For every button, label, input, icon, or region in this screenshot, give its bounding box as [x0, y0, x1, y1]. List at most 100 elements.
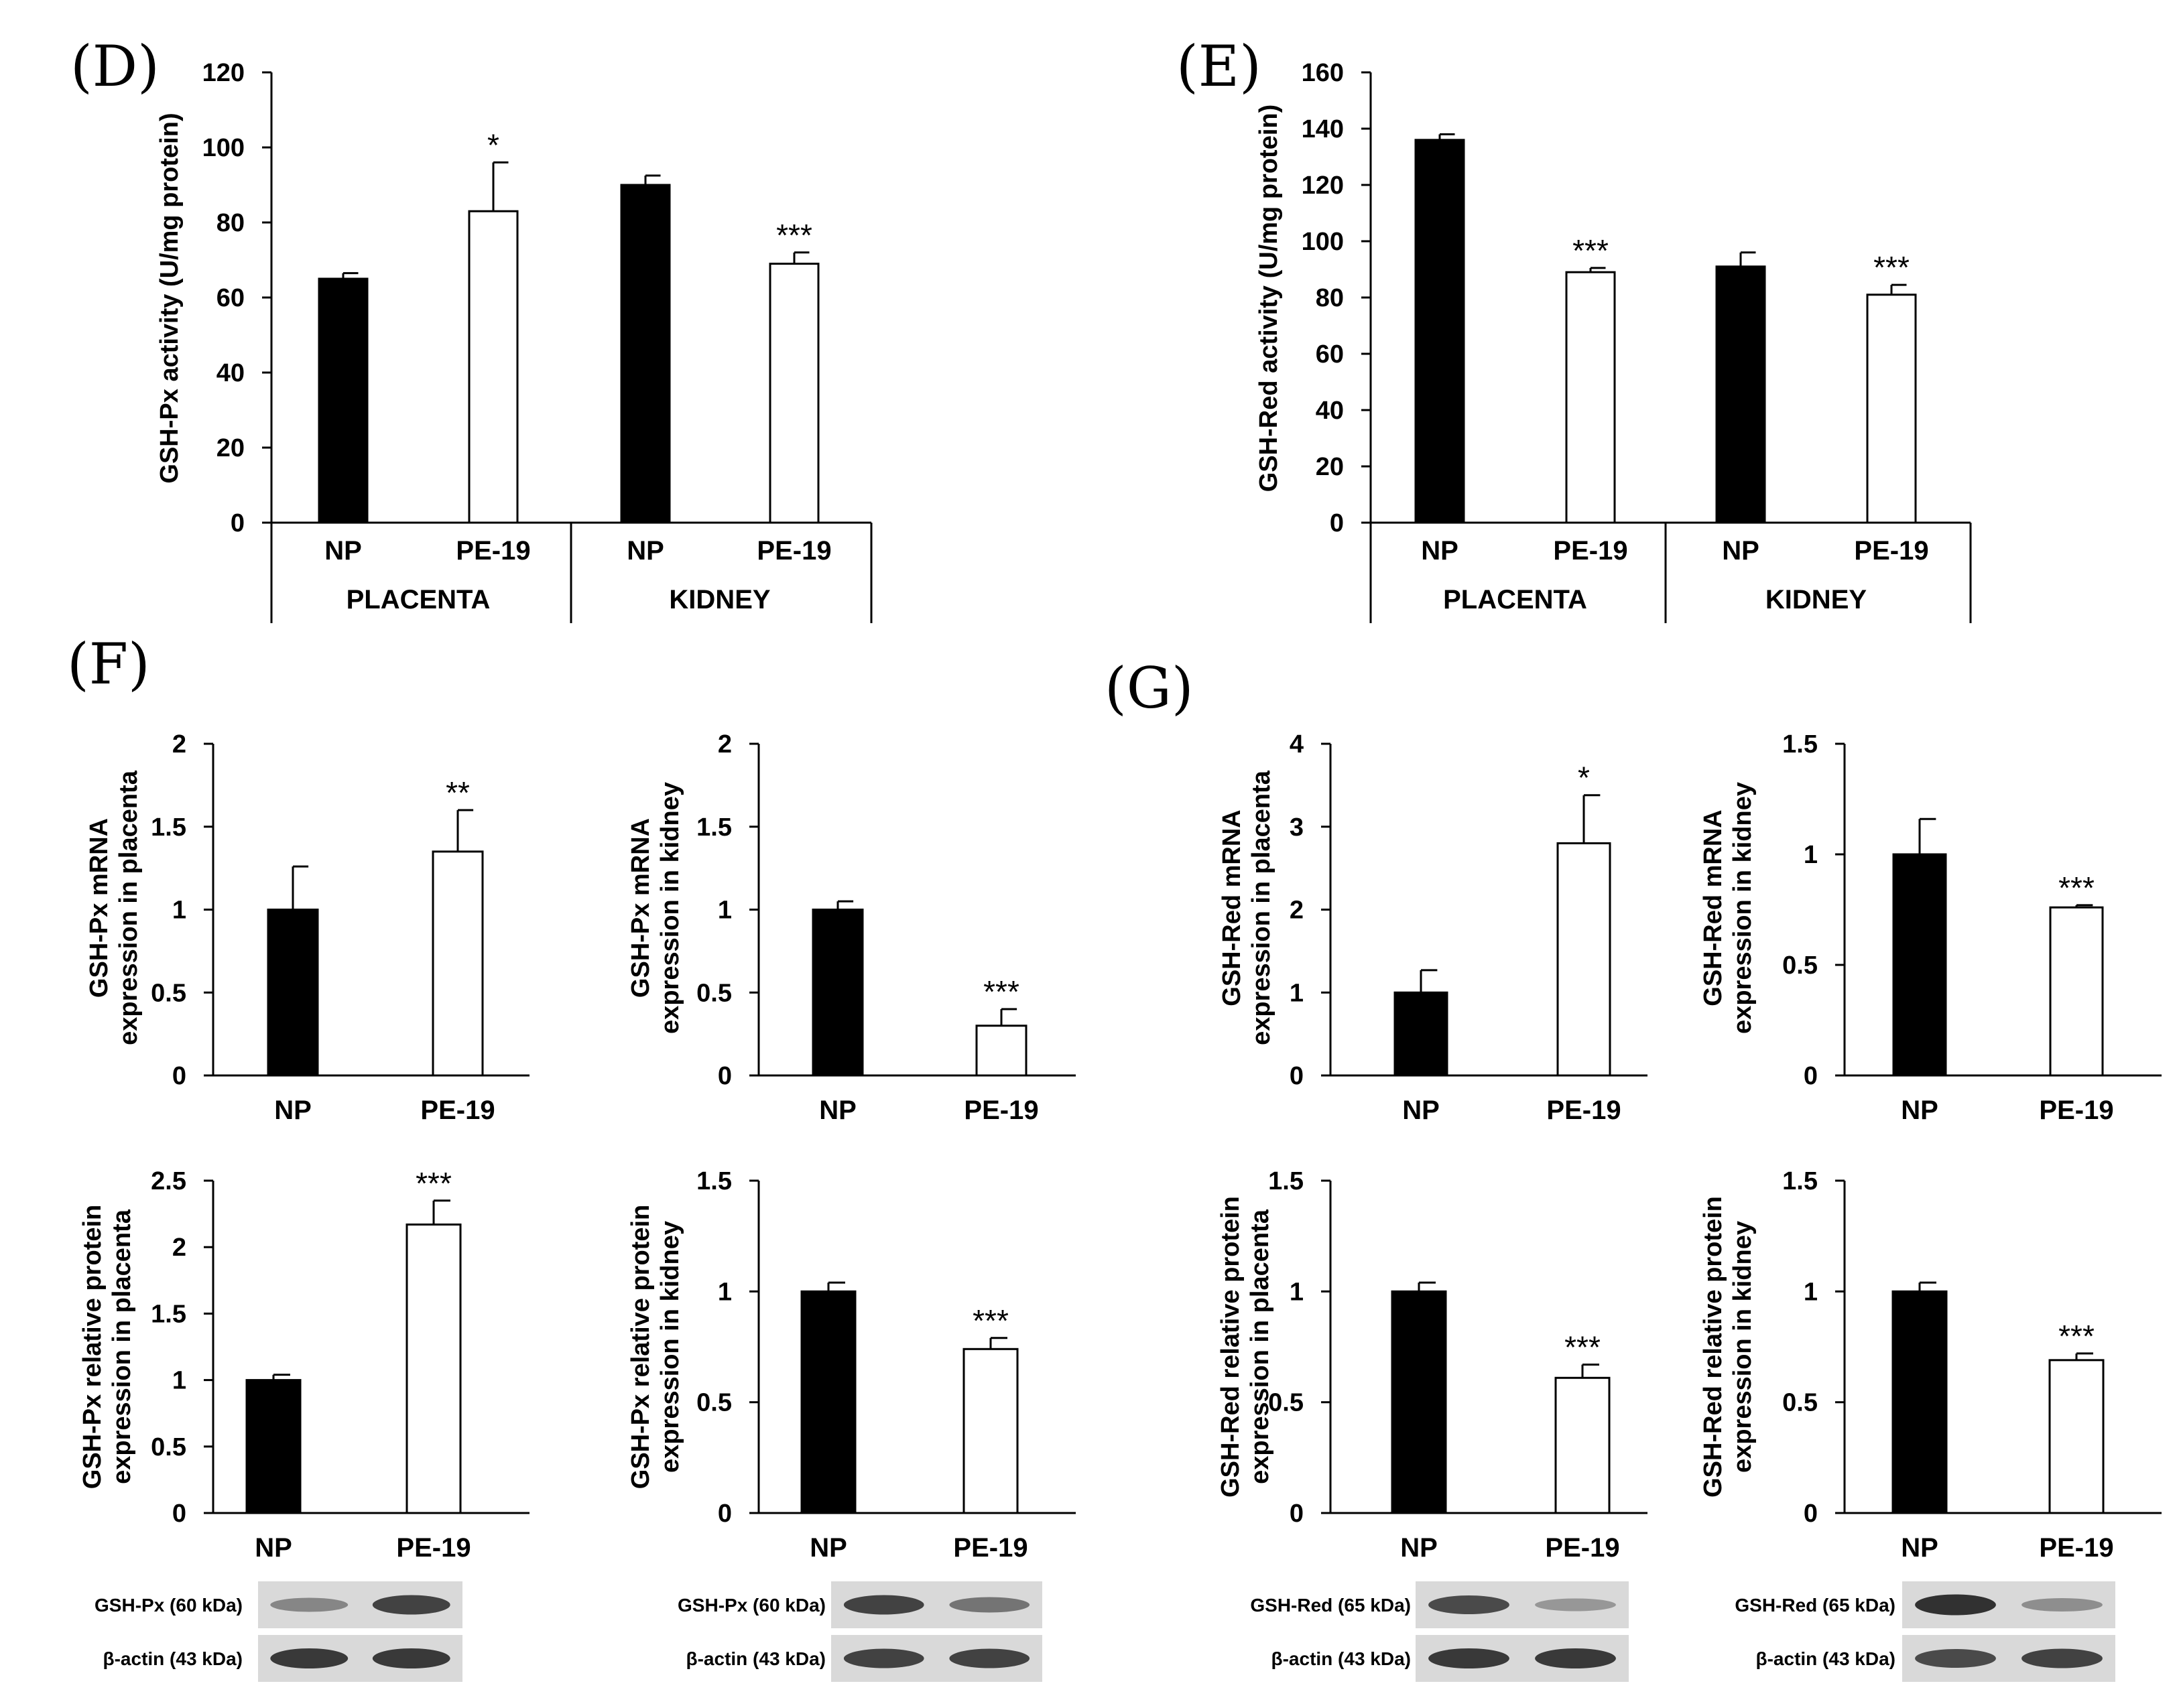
- y-axis-label: GSH-Red activity (U/mg protein): [1255, 105, 1283, 492]
- bar-pe-19: [1866, 293, 1917, 524]
- group-label: PLACENTA: [1443, 585, 1587, 614]
- y-axis-label-line: expression in placenta: [1246, 1209, 1274, 1484]
- y-tick-label: 0: [231, 509, 245, 537]
- group-label: KIDNEY: [669, 585, 770, 614]
- blot-band: [2021, 1648, 2103, 1668]
- y-axis-label: GSH-Red mRNAexpression in placenta: [1218, 770, 1275, 1045]
- x-tick-label: NP: [810, 1533, 847, 1563]
- x-tick-label: PE-19: [1854, 536, 1928, 566]
- significance-marker: ***: [2058, 870, 2095, 905]
- x-tick-label: PE-19: [964, 1096, 1038, 1125]
- y-axis-label: GSH-Px mRNAexpression in placenta: [85, 770, 143, 1045]
- y-axis-label: GSH-Px relative proteinexpression in kid…: [627, 1205, 684, 1489]
- y-tick-label: 40: [216, 359, 245, 387]
- blot-band: [1428, 1648, 1509, 1668]
- y-tick-label: 0: [1804, 1062, 1818, 1090]
- y-axis-label-line: expression in kidney: [656, 782, 684, 1034]
- bar-np: [1892, 853, 1947, 1077]
- panel-label: (D): [70, 34, 160, 99]
- blot-label: GSH-Red (65 kDa): [1250, 1595, 1411, 1616]
- blot-label: β-actin (43 kDa): [1271, 1648, 1411, 1669]
- y-axis-label-line: GSH-Red mRNA: [1218, 809, 1246, 1006]
- x-tick-label: NP: [255, 1533, 292, 1563]
- blot-band: [270, 1597, 349, 1612]
- x-tick-label: NP: [819, 1096, 857, 1125]
- chart-F4: NP *** PE-19 0 0.5 1 1.5 GSH-Px relative protei…: [627, 1167, 1076, 1682]
- x-tick-label: NP: [1901, 1096, 1938, 1125]
- y-tick-label: 0.5: [151, 979, 186, 1007]
- y-tick-label: 80: [1316, 284, 1344, 312]
- x-tick-label: PE-19: [1546, 1096, 1621, 1125]
- bar-pe-19: [1565, 271, 1616, 524]
- x-tick-label: NP: [1421, 536, 1458, 566]
- x-tick-label: NP: [1400, 1533, 1438, 1563]
- y-axis-label: GSH-Px activity (U/mg protein): [155, 113, 184, 483]
- y-tick-label: 2.5: [151, 1167, 186, 1195]
- bar-np: [1391, 1290, 1447, 1514]
- y-tick-label: 0: [1290, 1500, 1304, 1528]
- significance-marker: *: [487, 127, 499, 162]
- y-tick-label: 100: [1302, 228, 1344, 256]
- x-tick-label: NP: [1402, 1096, 1440, 1125]
- significance-marker: ***: [1873, 250, 1910, 285]
- bar-np: [1715, 265, 1766, 524]
- y-axis-label: GSH-Px mRNAexpression in kidney: [627, 782, 684, 1034]
- y-tick-label: 160: [1302, 59, 1344, 87]
- blot-band: [1535, 1598, 1616, 1612]
- y-tick-label: 0.5: [696, 979, 732, 1007]
- significance-marker: ***: [1572, 233, 1609, 268]
- x-tick-label: PE-19: [1545, 1533, 1619, 1563]
- blot-band: [1428, 1595, 1509, 1614]
- x-tick-label: NP: [274, 1096, 312, 1125]
- y-tick-label: 0.5: [1782, 951, 1818, 980]
- blot-label: β-actin (43 kDa): [1756, 1648, 1895, 1669]
- y-tick-label: 1.5: [151, 813, 186, 842]
- panel-label: (E): [1176, 34, 1261, 99]
- y-tick-label: 0.5: [151, 1433, 186, 1461]
- blot-band: [2021, 1598, 2103, 1612]
- blot-band: [270, 1648, 349, 1668]
- y-tick-label: 0: [718, 1062, 732, 1090]
- x-tick-label: PE-19: [757, 536, 831, 566]
- y-axis-label-line: expression in kidney: [656, 1221, 684, 1473]
- significance-marker: **: [446, 775, 470, 810]
- y-tick-label: 1.5: [1268, 1167, 1304, 1195]
- y-axis-label-line: GSH-Red relative protein: [1217, 1196, 1245, 1498]
- y-tick-label: 120: [202, 59, 245, 87]
- bar-pe-19: [975, 1025, 1028, 1077]
- chart-D: (D) NP * PE-19 NP *** PE-19 0 20 40 60 80 100 120 PLAC…: [70, 34, 873, 623]
- y-tick-label: 1: [718, 897, 732, 925]
- blot-band: [1535, 1648, 1616, 1668]
- y-tick-label: 1: [172, 897, 186, 925]
- significance-marker: ***: [973, 1303, 1009, 1338]
- y-tick-label: 20: [1316, 453, 1344, 481]
- y-tick-label: 2: [172, 1234, 186, 1262]
- y-tick-label: 1: [1804, 1278, 1818, 1306]
- significance-marker: ***: [1564, 1329, 1601, 1364]
- y-tick-label: 120: [1302, 172, 1344, 200]
- x-tick-label: PE-19: [1553, 536, 1627, 566]
- y-tick-label: 2: [1290, 897, 1304, 925]
- y-axis-label: GSH-Red mRNAexpression in kidney: [1699, 782, 1757, 1034]
- bar-pe-19: [432, 850, 484, 1077]
- y-tick-label: 1: [172, 1367, 186, 1395]
- bar-pe-19: [2049, 906, 2104, 1077]
- y-tick-label: 2: [718, 730, 732, 759]
- y-tick-label: 1: [718, 1278, 732, 1306]
- blot-band: [1915, 1594, 1996, 1616]
- y-tick-label: 1: [1290, 979, 1304, 1007]
- y-tick-label: 60: [1316, 340, 1344, 369]
- blot-band: [843, 1648, 924, 1668]
- x-tick-label: PE-19: [456, 536, 530, 566]
- y-tick-label: 40: [1316, 397, 1344, 425]
- y-axis-label: GSH-Red relative proteinexpression in ki…: [1699, 1196, 1757, 1498]
- y-axis-label-line: expression in placenta: [1247, 770, 1275, 1045]
- y-axis-label-line: GSH-Red mRNA: [1699, 809, 1727, 1006]
- y-tick-label: 1.5: [1782, 1167, 1818, 1195]
- y-tick-label: 0.5: [1782, 1389, 1818, 1417]
- x-tick-label: NP: [324, 536, 362, 566]
- bar-np: [1393, 991, 1448, 1077]
- chart-F1: (F) NP ** PE-19 0 0.5 1 1.5 2 GSH-Px mRNAexpressi…: [67, 631, 530, 1125]
- significance-marker: ***: [983, 974, 1019, 1009]
- x-tick-label: PE-19: [2039, 1096, 2113, 1125]
